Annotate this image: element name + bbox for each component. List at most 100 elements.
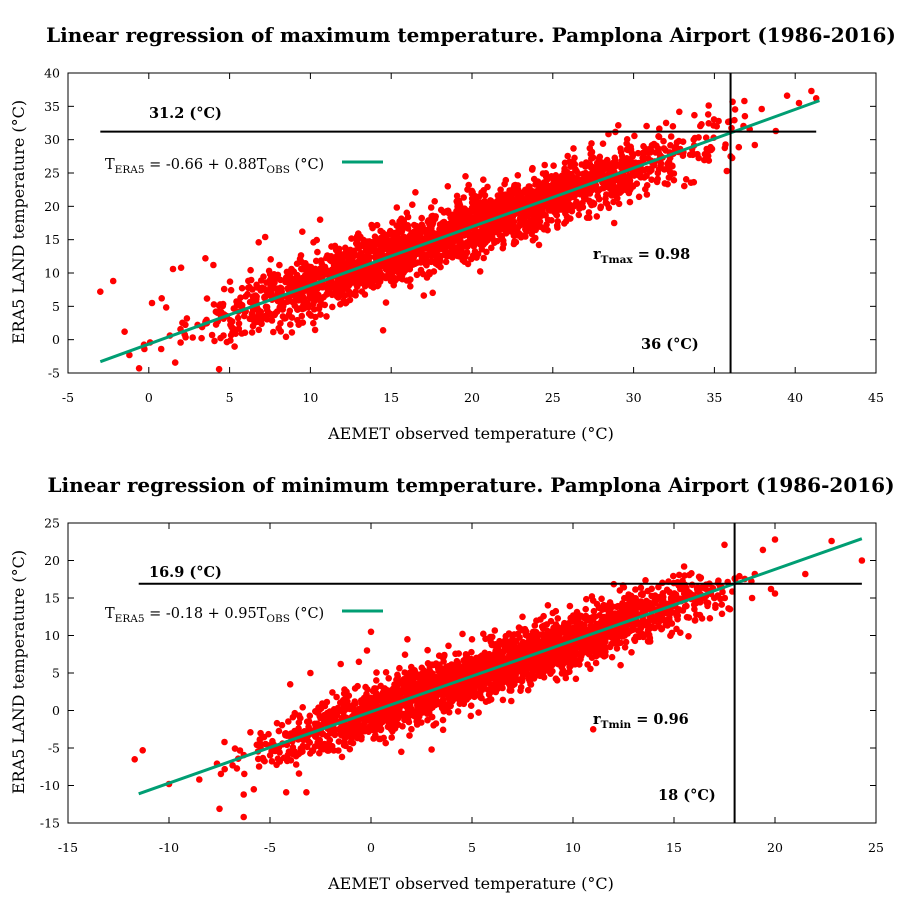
tmin-data-point: [287, 757, 295, 764]
tmin-data-point: [335, 747, 342, 754]
tmax-data-point: [396, 218, 403, 225]
tmin-data-point: [217, 770, 225, 778]
tmin-data-point: [333, 693, 340, 701]
tmin-data-point: [646, 634, 654, 642]
tmax-data-point: [353, 233, 361, 240]
tmin-data-point: [260, 756, 267, 764]
tmin-data-point: [324, 709, 331, 717]
tmax-data-point: [265, 291, 272, 299]
tmax-outlier-point: [177, 264, 185, 272]
tmax-data-point: [517, 211, 524, 219]
tmax-y-tick-label: 25: [44, 166, 60, 181]
tmax-data-point: [379, 236, 387, 244]
tmax-outlier-point: [654, 169, 662, 177]
tmax-data-point: [469, 214, 477, 222]
tmin-data-point: [399, 723, 406, 730]
tmax-data-point: [554, 177, 562, 185]
tmax-data-point: [457, 249, 464, 257]
tmin-data-point: [748, 594, 756, 602]
tmax-data-point: [393, 204, 401, 211]
tmax-data-point: [287, 321, 294, 328]
tmin-data-point: [485, 697, 493, 704]
tmax-data-point: [650, 140, 658, 148]
tmax-data-point: [390, 238, 397, 246]
tmax-data-point: [475, 193, 483, 200]
tmin-data-point: [445, 642, 452, 650]
tmax-data-point: [572, 166, 579, 173]
tmax-data-point: [211, 337, 218, 345]
tmax-data-point: [499, 244, 507, 252]
tmax-data-point: [306, 290, 314, 298]
tmax-data-point: [404, 225, 412, 232]
tmax-data-point: [337, 301, 344, 308]
tmax-data-point: [248, 329, 256, 336]
tmin-data-point: [424, 716, 431, 724]
tmin-data-point: [380, 734, 388, 742]
tmax-data-point: [432, 213, 440, 220]
tmin-data-point: [673, 625, 680, 633]
tmin-data-point: [362, 683, 369, 691]
tmax-data-point: [312, 257, 320, 265]
tmax-data-point: [528, 166, 536, 173]
tmax-outlier-point: [169, 265, 177, 273]
tmax-data-point: [664, 160, 671, 168]
tmax-data-point: [371, 276, 379, 284]
tmax-data-point: [212, 321, 220, 328]
tmax-outlier-point: [565, 206, 573, 213]
tmin-data-point: [507, 683, 514, 690]
tmax-data-point: [530, 175, 538, 183]
tmin-data-point: [456, 696, 464, 704]
tmax-data-point: [514, 172, 522, 179]
tmax-data-point: [634, 149, 642, 157]
tmax-data-point: [305, 310, 313, 318]
tmax-data-point: [317, 311, 324, 318]
tmax-data-point: [300, 296, 308, 303]
tmax-data-point: [389, 232, 397, 239]
tmax-data-point: [493, 224, 501, 232]
tmax-data-point: [571, 154, 578, 162]
tmax-data-point: [425, 269, 433, 276]
tmax-data-point: [681, 182, 688, 190]
tmax-data-point: [697, 122, 704, 130]
tmax-data-point: [585, 209, 593, 216]
tmax-data-point: [637, 174, 645, 181]
tmax-data-point: [332, 246, 340, 254]
tmax-data-point: [453, 192, 461, 200]
tmax-data-point: [440, 218, 448, 226]
tmax-data-point: [255, 326, 263, 334]
tmax-data-point: [427, 258, 435, 266]
tmax-data-point: [455, 213, 463, 220]
tmin-data-point: [335, 738, 343, 745]
tmax-data-point: [326, 286, 334, 293]
tmax-data-point: [382, 299, 390, 306]
tmax-data-point: [317, 283, 325, 291]
tmin-data-point: [373, 669, 380, 676]
tmax-data-point: [340, 253, 348, 261]
tmin-data-point: [233, 765, 241, 772]
tmax-data-point: [263, 279, 270, 286]
tmax-data-point: [295, 321, 303, 329]
tmax-data-point: [309, 300, 317, 308]
tmax-data-point: [423, 274, 431, 281]
tmin-data-point: [424, 646, 431, 654]
tmax-x-tick-label: -5: [62, 390, 74, 405]
tmax-data-point: [464, 215, 472, 223]
tmin-data-point: [476, 692, 484, 700]
tmax-data-point: [469, 199, 477, 207]
tmax-y-tick-label: 40: [44, 66, 60, 81]
tmax-outlier-point: [379, 327, 387, 334]
tmax-data-point: [295, 296, 303, 304]
tmax-data-point: [553, 222, 561, 229]
tmin-data-point: [508, 697, 515, 705]
tmax-data-point: [320, 293, 327, 301]
tmax-data-point: [643, 191, 651, 198]
tmin-data-point: [688, 581, 696, 589]
tmax-data-point: [478, 246, 486, 253]
tmax-data-point: [615, 122, 622, 129]
tmin-data-point: [622, 638, 630, 646]
tmax-x-axis-label: AEMET observed temperature (°C): [327, 424, 614, 443]
tmax-x-tick-label: 30: [626, 390, 642, 405]
tmax-data-point: [511, 182, 518, 189]
tmax-data-point: [266, 270, 274, 278]
tmax-data-point: [314, 248, 321, 256]
